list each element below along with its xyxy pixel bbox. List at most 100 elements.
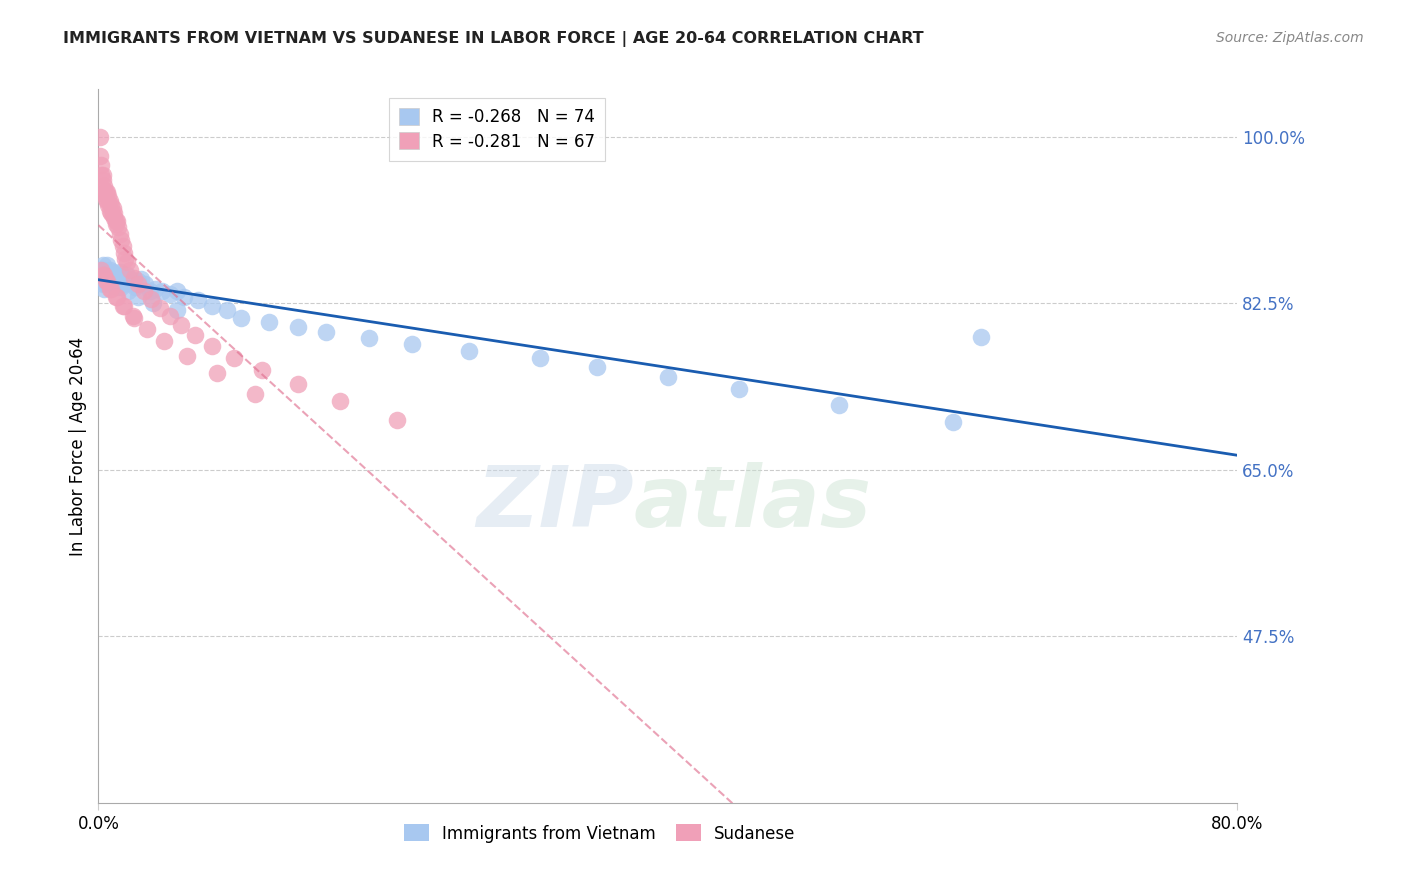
Point xyxy=(287,320,309,334)
Point xyxy=(94,274,117,288)
Point xyxy=(103,206,125,220)
Point xyxy=(159,309,181,323)
Point xyxy=(107,220,129,235)
Point xyxy=(91,268,114,282)
Point xyxy=(115,268,138,282)
Point xyxy=(91,168,114,182)
Point xyxy=(97,270,120,285)
Point xyxy=(315,325,337,339)
Point xyxy=(90,168,112,182)
Point xyxy=(166,302,188,317)
Point xyxy=(96,268,118,282)
Point xyxy=(104,217,127,231)
Point xyxy=(127,274,149,288)
Point xyxy=(100,272,122,286)
Point xyxy=(94,268,117,282)
Point xyxy=(103,277,125,292)
Point xyxy=(97,188,120,202)
Point xyxy=(117,284,139,298)
Point xyxy=(94,185,117,199)
Point xyxy=(184,327,207,342)
Point xyxy=(387,413,409,427)
Point xyxy=(942,415,965,429)
Point xyxy=(94,277,117,292)
Point xyxy=(153,334,176,349)
Text: ZIP: ZIP xyxy=(477,461,634,545)
Point xyxy=(105,213,128,227)
Point xyxy=(101,201,124,215)
Point xyxy=(118,263,141,277)
Point xyxy=(98,204,121,219)
Point xyxy=(111,299,134,313)
Point xyxy=(91,258,114,272)
Point xyxy=(229,310,252,325)
Point xyxy=(98,194,121,209)
Point xyxy=(111,239,134,253)
Point xyxy=(91,182,114,196)
Point xyxy=(105,272,128,286)
Point xyxy=(457,343,479,358)
Point xyxy=(329,394,352,409)
Point xyxy=(970,329,993,343)
Point xyxy=(138,284,160,298)
Point xyxy=(250,363,273,377)
Point xyxy=(97,198,120,212)
Point xyxy=(585,359,607,374)
Point xyxy=(176,349,198,363)
Point xyxy=(100,282,122,296)
Point xyxy=(134,277,156,292)
Point xyxy=(135,322,157,336)
Point xyxy=(112,245,135,260)
Point xyxy=(91,277,114,292)
Text: atlas: atlas xyxy=(634,461,872,545)
Point xyxy=(121,277,143,292)
Point xyxy=(166,284,188,298)
Point xyxy=(111,277,134,292)
Point xyxy=(141,296,163,310)
Point xyxy=(90,263,112,277)
Point xyxy=(91,268,114,282)
Point xyxy=(149,301,172,315)
Point xyxy=(96,194,118,209)
Point xyxy=(243,386,266,401)
Point xyxy=(122,310,145,325)
Point xyxy=(98,277,121,292)
Point xyxy=(93,268,115,282)
Point xyxy=(205,366,228,380)
Point xyxy=(91,172,114,186)
Point xyxy=(121,309,143,323)
Point xyxy=(201,339,224,353)
Point xyxy=(100,274,122,288)
Point xyxy=(104,274,127,288)
Point xyxy=(107,268,129,282)
Point xyxy=(104,213,127,227)
Point xyxy=(259,315,281,329)
Legend: Immigrants from Vietnam, Sudanese: Immigrants from Vietnam, Sudanese xyxy=(396,818,801,849)
Point xyxy=(89,129,111,144)
Point xyxy=(201,299,224,313)
Point xyxy=(132,284,155,298)
Point xyxy=(104,277,127,292)
Point xyxy=(222,351,245,365)
Point xyxy=(110,270,132,285)
Point xyxy=(93,263,115,277)
Point xyxy=(100,268,122,282)
Point xyxy=(108,227,131,241)
Point xyxy=(96,274,118,288)
Point xyxy=(90,263,112,277)
Point xyxy=(112,299,135,313)
Point xyxy=(100,206,122,220)
Point xyxy=(173,290,195,304)
Point xyxy=(114,274,136,288)
Point xyxy=(728,382,751,396)
Point xyxy=(170,318,193,333)
Point xyxy=(145,282,167,296)
Point xyxy=(104,290,127,304)
Point xyxy=(139,292,162,306)
Point xyxy=(828,398,851,412)
Point xyxy=(127,290,149,304)
Point xyxy=(108,265,131,279)
Point xyxy=(93,179,115,194)
Point xyxy=(110,280,132,294)
Point xyxy=(105,280,128,294)
